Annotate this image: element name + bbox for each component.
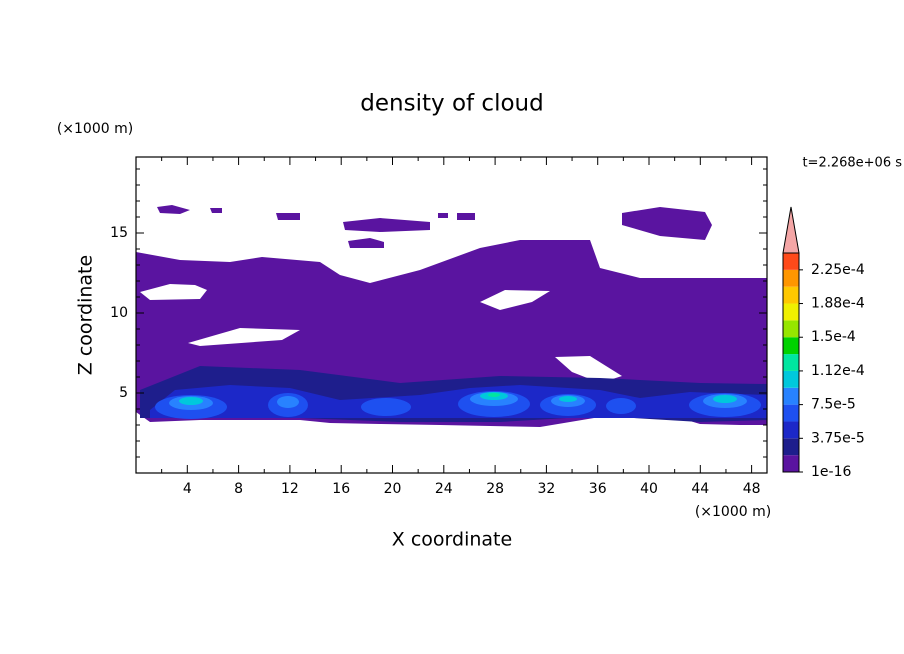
colorbar-band: [783, 438, 799, 456]
colorbar-tick-label: 1.5e-4: [811, 329, 856, 345]
contour-region: [606, 398, 636, 414]
x-tick-label: 48: [743, 481, 761, 497]
contour-region: [559, 396, 577, 402]
plot-frame: [135, 156, 768, 474]
colorbar-band: [783, 303, 799, 321]
colorbar-band: [783, 337, 799, 355]
contour-gap: [555, 356, 622, 383]
contour-gap: [188, 328, 300, 346]
colorbar-band: [783, 370, 799, 388]
colorbar-extend: [782, 206, 800, 254]
y-unit: (×1000 m): [57, 121, 133, 137]
contour-region: [622, 207, 712, 240]
colorbar-tick-label: 1.12e-4: [811, 363, 865, 379]
colorbar-band: [783, 253, 799, 270]
contour-region: [713, 395, 737, 403]
x-tick-label: 28: [486, 481, 504, 497]
colorbar-band: [783, 387, 799, 405]
colorbar-band: [783, 269, 799, 287]
contour-region: [488, 393, 500, 397]
colorbar-tick-label: 7.5e-5: [811, 397, 856, 413]
colorbar-band: [783, 320, 799, 338]
contour-region: [361, 398, 411, 416]
contour-region: [348, 238, 384, 248]
x-tick-label: 12: [281, 481, 299, 497]
colorbar-band: [783, 455, 799, 472]
x-axis-label: X coordinate: [392, 529, 512, 551]
x-tick-label: 40: [640, 481, 658, 497]
time-label: t=2.268e+06 s: [802, 156, 902, 171]
colorbar-tick-label: 1e-16: [811, 464, 851, 480]
y-axis-label: Z coordinate: [75, 255, 97, 375]
x-tick-label: 44: [691, 481, 709, 497]
contour-region: [210, 208, 222, 213]
contour-region: [343, 218, 430, 232]
chart-title: density of cloud: [360, 91, 543, 117]
colorbar-tick-label: 1.88e-4: [811, 296, 865, 312]
contour-region: [277, 396, 299, 408]
colorbar-band: [783, 421, 799, 439]
x-tick-label: 16: [332, 481, 350, 497]
x-tick-label: 20: [384, 481, 402, 497]
colorbar-tick-label: 2.25e-4: [811, 262, 865, 278]
contour-region: [276, 213, 300, 220]
contour-region: [457, 213, 475, 220]
colorbar-tick-label: 3.75e-5: [811, 430, 865, 446]
y-tick-label: 10: [110, 305, 128, 321]
x-unit: (×1000 m): [695, 504, 771, 520]
x-tick-label: 4: [183, 481, 192, 497]
x-tick-label: 8: [234, 481, 243, 497]
contour-region: [157, 205, 190, 214]
colorbar-frame: [782, 252, 800, 473]
x-tick-label: 36: [589, 481, 607, 497]
x-tick-label: 32: [537, 481, 555, 497]
x-tick-label: 24: [435, 481, 453, 497]
colorbar-band: [783, 286, 799, 304]
contour-region: [179, 397, 203, 405]
contour-region: [438, 213, 448, 218]
contour-gap: [480, 290, 550, 310]
colorbar-band: [783, 404, 799, 422]
y-tick-label: 5: [119, 385, 128, 401]
colorbar-band: [783, 354, 799, 371]
y-tick-label: 15: [110, 225, 128, 241]
contour-gap: [140, 284, 207, 300]
